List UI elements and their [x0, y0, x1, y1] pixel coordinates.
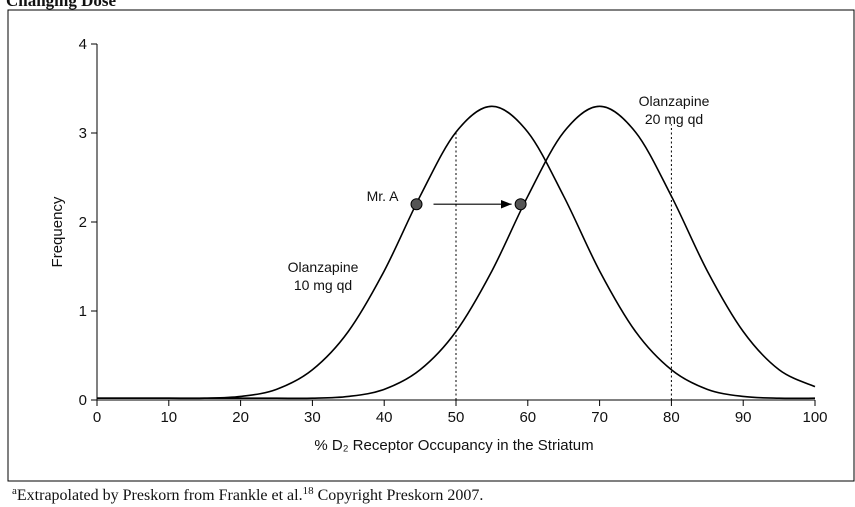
point-label: Mr. A — [367, 188, 400, 204]
x-tick-label: 30 — [304, 409, 321, 426]
footnote-marker: a — [12, 485, 17, 497]
x-tick-label: 70 — [591, 409, 608, 426]
curve-label: 20 mg qd — [645, 111, 703, 127]
y-tick-label: 0 — [79, 392, 87, 409]
point — [514, 198, 527, 211]
x-tick-label: 20 — [232, 409, 249, 426]
curve — [96, 105, 816, 400]
x-tick-label: 100 — [802, 409, 827, 426]
point — [410, 198, 423, 211]
x-tick-label: 60 — [519, 409, 536, 426]
footnote: aExtrapolated by Preskorn from Frankle e… — [12, 485, 483, 504]
y-axis-label: Frequency — [49, 196, 66, 267]
x-tick-label: 10 — [160, 409, 177, 426]
y-tick-label: 3 — [79, 125, 87, 142]
y-tick-label: 1 — [79, 303, 87, 320]
frame — [7, 9, 855, 482]
footnote-rest: Copyright Preskorn 2007. — [314, 487, 484, 504]
x-tick-label: 50 — [448, 409, 465, 426]
footnote-text: Extrapolated by Preskorn from Frankle et… — [17, 487, 303, 504]
curve-label: 10 mg qd — [294, 277, 352, 293]
x-tick-label: 90 — [735, 409, 752, 426]
heading: Changing Dose — [6, 0, 117, 10]
y-tick-label: 2 — [79, 214, 87, 231]
curve-label: Olanzapine — [288, 259, 359, 275]
y-tick-label: 4 — [79, 36, 87, 53]
x-tick-label: 0 — [93, 409, 101, 426]
x-tick-label: 80 — [663, 409, 680, 426]
x-axis-label: % D₂ Receptor Occupancy in the Striatum — [314, 437, 593, 454]
footnote-ref: 18 — [303, 485, 315, 497]
x-tick-label: 40 — [376, 409, 393, 426]
curve-label: Olanzapine — [639, 93, 710, 109]
